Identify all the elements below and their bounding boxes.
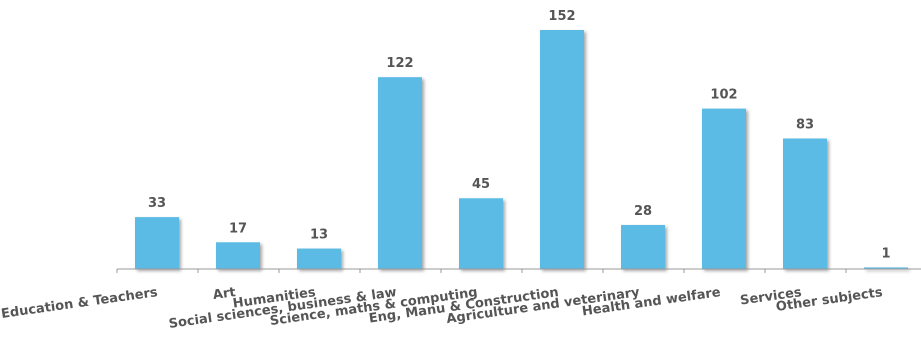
value-label-social-sciences-business-law: 122	[386, 56, 413, 71]
x-axis	[116, 268, 921, 273]
bar-education-teachers	[135, 217, 179, 269]
value-label-agriculture-and-veterinary: 28	[634, 204, 652, 219]
value-label-education-teachers: 33	[148, 196, 166, 211]
bar-art	[216, 242, 260, 269]
bar-social-sciences-business-law	[378, 77, 422, 269]
value-label-eng-manu-construction: 152	[548, 9, 575, 24]
category-labels-group: Education & Teachers ArtHumanitiesSocial …	[0, 285, 884, 332]
value-label-humanities: 13	[310, 228, 328, 243]
category-label-education-teachers: Education & Teachers	[0, 285, 159, 322]
bar-agriculture-and-veterinary	[621, 224, 665, 269]
bar-health-and-welfare	[702, 108, 746, 269]
bar-services	[783, 138, 827, 269]
bar-eng-manu-construction	[540, 30, 584, 269]
category-label-art: Art	[212, 285, 237, 303]
bar-other-subjects	[864, 267, 908, 269]
bar-humanities	[297, 248, 341, 269]
value-label-other-subjects: 1	[881, 246, 890, 261]
bars-group	[135, 30, 908, 269]
value-label-health-and-welfare: 102	[710, 88, 737, 103]
bar-science-maths-computing	[459, 198, 503, 269]
value-labels-group: 33 17 13 122 45 152 28 102 83 1	[148, 9, 891, 261]
value-label-art: 17	[229, 221, 247, 236]
value-label-services: 83	[796, 117, 814, 132]
value-label-science-maths-computing: 45	[472, 177, 490, 192]
